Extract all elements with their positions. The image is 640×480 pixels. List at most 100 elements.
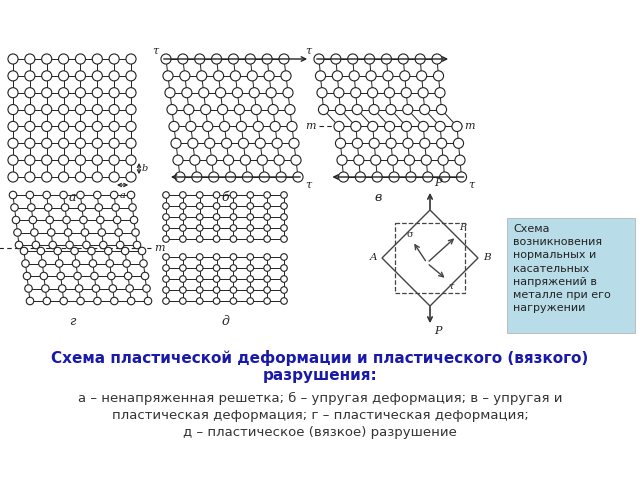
Circle shape [43, 297, 51, 305]
Circle shape [92, 88, 102, 98]
Circle shape [8, 138, 18, 148]
Circle shape [93, 297, 101, 305]
Circle shape [180, 71, 190, 81]
Circle shape [192, 172, 202, 182]
Circle shape [180, 236, 186, 242]
Circle shape [264, 214, 271, 220]
Circle shape [435, 121, 445, 132]
Circle shape [57, 272, 65, 280]
Text: τ: τ [305, 46, 311, 56]
Circle shape [383, 71, 393, 81]
Circle shape [335, 105, 346, 115]
Circle shape [440, 172, 450, 182]
Circle shape [264, 203, 271, 209]
Circle shape [218, 105, 228, 115]
Circle shape [270, 121, 280, 132]
Text: τ: τ [152, 46, 158, 56]
Circle shape [76, 105, 86, 115]
Circle shape [230, 214, 237, 220]
Circle shape [23, 272, 31, 280]
Circle shape [253, 121, 263, 132]
Circle shape [213, 287, 220, 293]
Circle shape [252, 105, 261, 115]
Circle shape [180, 203, 186, 209]
Circle shape [337, 155, 347, 165]
Circle shape [25, 138, 35, 148]
Text: б: б [221, 191, 229, 204]
Circle shape [184, 105, 194, 115]
Circle shape [58, 121, 68, 132]
Circle shape [213, 214, 220, 220]
Circle shape [44, 204, 52, 211]
Text: σ: σ [407, 230, 413, 239]
Circle shape [281, 192, 287, 198]
Circle shape [25, 121, 35, 132]
Circle shape [207, 155, 217, 165]
Circle shape [169, 121, 179, 132]
Circle shape [230, 192, 237, 198]
Text: τ: τ [305, 180, 311, 190]
Circle shape [230, 236, 237, 242]
Circle shape [92, 54, 102, 64]
Circle shape [415, 54, 425, 64]
Circle shape [400, 71, 410, 81]
Circle shape [366, 71, 376, 81]
Circle shape [65, 229, 72, 236]
Circle shape [126, 105, 136, 115]
Circle shape [71, 247, 78, 255]
Text: а: а [68, 191, 76, 204]
Circle shape [91, 272, 98, 280]
Circle shape [211, 54, 221, 64]
Circle shape [40, 272, 47, 280]
Circle shape [25, 155, 35, 165]
Circle shape [438, 155, 448, 165]
Circle shape [8, 54, 18, 64]
Text: P: P [434, 178, 442, 188]
Circle shape [386, 138, 396, 148]
Circle shape [264, 71, 274, 81]
Circle shape [126, 121, 136, 132]
Circle shape [196, 254, 203, 260]
Text: b: b [142, 164, 148, 173]
Circle shape [403, 138, 413, 148]
Circle shape [369, 138, 380, 148]
Circle shape [316, 71, 326, 81]
Circle shape [131, 216, 138, 224]
Circle shape [115, 229, 122, 236]
Circle shape [167, 105, 177, 115]
Circle shape [163, 225, 170, 231]
Circle shape [401, 88, 412, 98]
Circle shape [196, 192, 203, 198]
Circle shape [420, 105, 429, 115]
Circle shape [272, 138, 282, 148]
Circle shape [46, 216, 54, 224]
Circle shape [230, 71, 241, 81]
Circle shape [247, 225, 253, 231]
Circle shape [126, 285, 133, 292]
Circle shape [351, 121, 361, 132]
Circle shape [243, 172, 253, 182]
Circle shape [238, 138, 248, 148]
Circle shape [213, 225, 220, 231]
Circle shape [8, 121, 18, 132]
Circle shape [25, 285, 32, 292]
Circle shape [247, 298, 253, 304]
Circle shape [230, 203, 237, 209]
Circle shape [76, 285, 83, 292]
Circle shape [88, 247, 95, 255]
Text: а – ненапряженная решетка; б – упругая деформация; в – упругая и: а – ненапряженная решетка; б – упругая д… [77, 392, 563, 405]
Circle shape [93, 191, 101, 199]
Circle shape [213, 254, 220, 260]
Circle shape [259, 172, 269, 182]
Circle shape [247, 264, 253, 271]
Circle shape [97, 216, 104, 224]
Circle shape [66, 241, 74, 249]
Circle shape [196, 71, 207, 81]
Circle shape [140, 260, 147, 267]
Circle shape [281, 287, 287, 293]
Circle shape [221, 138, 232, 148]
Circle shape [230, 225, 237, 231]
Circle shape [339, 172, 349, 182]
Circle shape [371, 155, 381, 165]
Text: m: m [465, 121, 475, 132]
